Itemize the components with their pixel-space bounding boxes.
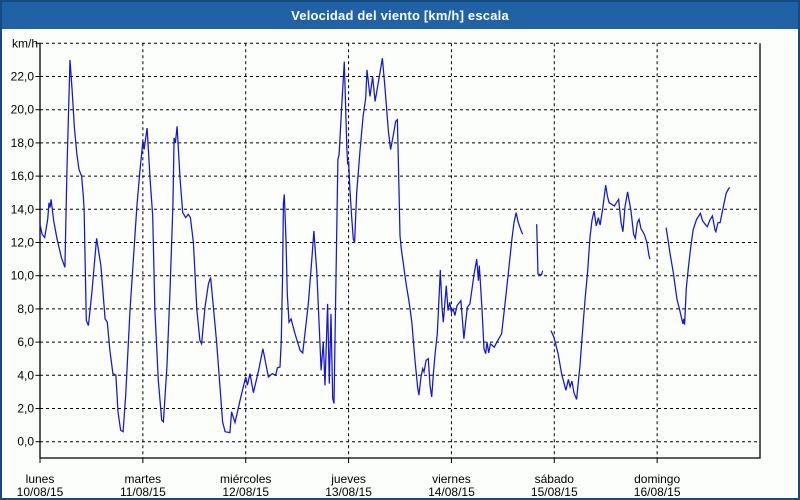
wind-speed-line bbox=[39, 58, 524, 434]
x-axis-day-name: domingo bbox=[634, 472, 680, 486]
wind-speed-line bbox=[536, 224, 544, 276]
x-axis-day-name: sábado bbox=[535, 472, 575, 486]
y-axis-label: 18,0 bbox=[11, 136, 35, 150]
y-axis-label: 4,0 bbox=[17, 368, 34, 382]
x-axis-day-name: lunes bbox=[26, 472, 55, 486]
x-axis-day-name: jueves bbox=[330, 472, 366, 486]
y-axis-label: 6,0 bbox=[17, 335, 34, 349]
y-axis-label: 12,0 bbox=[11, 236, 35, 250]
x-axis-day-date: 11/08/15 bbox=[120, 485, 166, 498]
y-axis-label: 22,0 bbox=[11, 70, 35, 84]
y-axis-label: 16,0 bbox=[11, 169, 35, 183]
y-axis-unit-label: km/h bbox=[12, 36, 38, 50]
wind-speed-line bbox=[665, 187, 731, 325]
window-title: Velocidad del viento [km/h] escala bbox=[291, 8, 509, 23]
wind-speed-line bbox=[550, 185, 651, 400]
x-axis-day-date: 12/08/15 bbox=[222, 485, 269, 498]
title-bar[interactable]: Velocidad del viento [km/h] escala bbox=[2, 2, 798, 29]
y-axis-label: 0,0 bbox=[17, 435, 34, 449]
x-axis-day-date: 16/08/15 bbox=[634, 485, 681, 498]
x-axis-day-name: martes bbox=[125, 472, 162, 486]
y-axis-label: 8,0 bbox=[17, 302, 34, 316]
x-axis-day-date: 10/08/15 bbox=[17, 485, 64, 498]
x-axis-day-name: viernes bbox=[432, 472, 471, 486]
axis-frame bbox=[39, 43, 761, 459]
y-axis-label: 2,0 bbox=[17, 402, 34, 416]
x-axis-day-date: 15/08/15 bbox=[531, 485, 578, 498]
x-axis-day-name: miércoles bbox=[220, 472, 271, 486]
y-axis-label: 14,0 bbox=[11, 202, 35, 216]
x-axis-day-date: 13/08/15 bbox=[325, 485, 372, 498]
y-axis-label: 20,0 bbox=[11, 103, 35, 117]
x-axis-day-date: 14/08/15 bbox=[428, 485, 475, 498]
y-axis-label: 10,0 bbox=[11, 269, 35, 283]
